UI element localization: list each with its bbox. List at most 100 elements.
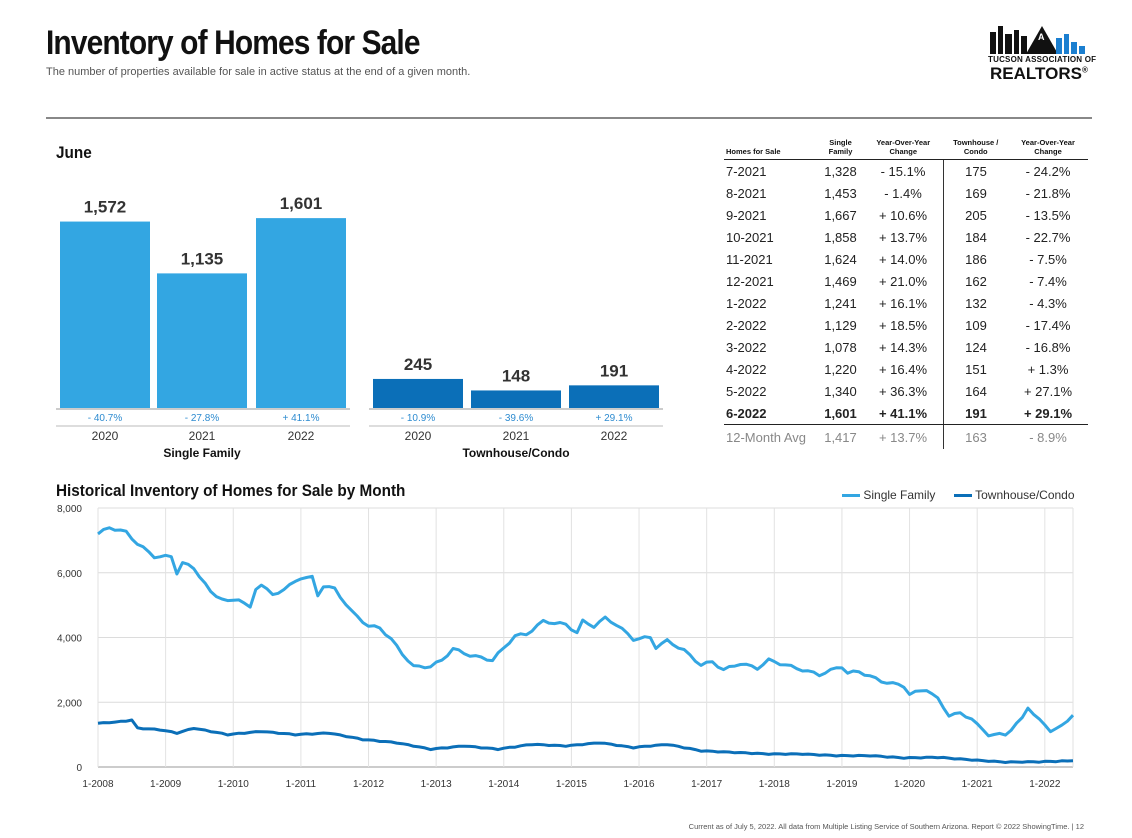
table-cell: 9-2021 bbox=[726, 207, 767, 223]
table-cell: + 16.1% bbox=[878, 295, 928, 311]
legend-swatch-townhouse bbox=[954, 494, 972, 498]
series-line-single-family bbox=[97, 526, 1075, 738]
group-label-townhouse: Townhouse/Condo bbox=[462, 446, 570, 460]
monthly-table: Homes for Sale Single Family Year-Over-Y… bbox=[724, 138, 1088, 449]
table-cell: 1,241 bbox=[824, 295, 857, 311]
realtors-logo-icon: A bbox=[990, 26, 1085, 54]
bar-value-label: 245 bbox=[404, 355, 432, 374]
bar-value-label: 148 bbox=[502, 366, 530, 385]
table-cell: 11-2021 bbox=[726, 251, 773, 267]
table-cell: 5-2022 bbox=[726, 383, 767, 399]
table-cell: + 27.1% bbox=[1023, 383, 1073, 399]
table-cell: - 24.2% bbox=[1025, 163, 1071, 179]
table-cell: 191 bbox=[943, 402, 1008, 425]
table-cell: + 36.3% bbox=[878, 383, 928, 399]
page-subtitle: The number of properties available for s… bbox=[46, 66, 471, 78]
footer-note: Current as of July 5, 2022. All data fro… bbox=[688, 822, 1084, 831]
legend-townhouse: Townhouse/Condo bbox=[954, 488, 1075, 502]
table-cell: 162 bbox=[943, 270, 1008, 292]
x-tick-label: 1-2014 bbox=[488, 779, 520, 790]
legend-swatch-single bbox=[842, 494, 860, 498]
x-tick-label: 1-2021 bbox=[962, 779, 994, 790]
x-tick-label: 1-2017 bbox=[691, 779, 723, 790]
bar-1-0 bbox=[373, 378, 463, 408]
y-tick-label: 8,000 bbox=[57, 504, 82, 515]
table-cell: 1,469 bbox=[824, 273, 857, 289]
table-cell: 151 bbox=[943, 358, 1008, 380]
table-cell: 1,129 bbox=[824, 317, 857, 333]
table-cell: 1,340 bbox=[824, 383, 857, 399]
bar-year-label: 2020 bbox=[92, 429, 119, 443]
bar-pct-label: - 40.7% bbox=[88, 413, 123, 424]
col-header-yoy-single: Year-Over-Year Change bbox=[863, 138, 944, 160]
y-tick-label: 6,000 bbox=[57, 569, 82, 580]
table-cell: - 21.8% bbox=[1025, 185, 1071, 201]
bar-pct-label: - 27.8% bbox=[185, 413, 220, 424]
table-cell: 1,078 bbox=[824, 339, 857, 355]
table-cell: 169 bbox=[943, 182, 1008, 204]
table-cell: 109 bbox=[943, 314, 1008, 336]
table-cell: 175 bbox=[943, 159, 1008, 182]
historical-title: Historical Inventory of Homes for Sale b… bbox=[56, 481, 406, 500]
bar-1-1 bbox=[471, 390, 561, 408]
table-cell: 1,667 bbox=[824, 207, 857, 223]
x-tick-label: 1-2011 bbox=[286, 779, 317, 790]
table-row: 9-2021 1,667 + 10.6% 205 - 13.5% bbox=[724, 204, 1088, 226]
y-tick-label: 0 bbox=[76, 763, 82, 774]
series-line-townhouse bbox=[97, 718, 1074, 764]
june-bar-chart: 1,572 - 40.7% 2020 1,135 - 27.8% 2021 1,601 + 4… bbox=[56, 194, 663, 443]
table-cell: + 21.0% bbox=[878, 273, 928, 289]
table-cell: + 18.5% bbox=[878, 317, 928, 333]
bar-year-label: 2022 bbox=[288, 429, 315, 443]
table-cell: 12-2021 bbox=[726, 273, 774, 289]
table-cell: + 29.1% bbox=[1008, 402, 1088, 425]
table-row: 8-2021 1,453 - 1.4% 169 - 21.8% bbox=[724, 182, 1088, 204]
table-cell: 205 bbox=[943, 204, 1008, 226]
bar-year-label: 2021 bbox=[503, 429, 530, 443]
col-header-period: Homes for Sale bbox=[724, 138, 818, 160]
bar-0-0 bbox=[60, 221, 150, 408]
svg-text:A: A bbox=[1038, 32, 1045, 42]
bar-pct-label: - 39.6% bbox=[499, 413, 534, 424]
logo-line1: TUCSON ASSOCIATION OF bbox=[988, 55, 1097, 64]
june-title: June bbox=[56, 143, 92, 162]
table-cell: 1,601 bbox=[818, 402, 863, 425]
y-tick-label: 4,000 bbox=[57, 634, 82, 645]
table-cell: 132 bbox=[943, 292, 1008, 314]
table-cell: - 8.9% bbox=[1029, 429, 1067, 445]
table-cell: + 14.0% bbox=[878, 251, 928, 267]
table-cell: 1,858 bbox=[824, 229, 857, 245]
table-cell: 164 bbox=[943, 380, 1008, 402]
legend-label-single: Single Family bbox=[863, 488, 936, 502]
table-cell: 12-Month Avg bbox=[726, 429, 806, 445]
col-header-single-family: Single Family bbox=[818, 138, 863, 160]
bar-year-label: 2021 bbox=[189, 429, 216, 443]
table-cell: 3-2022 bbox=[726, 339, 767, 355]
x-tick-label: 1-2020 bbox=[894, 779, 926, 790]
table-row: 1-2022 1,241 + 16.1% 132 - 4.3% bbox=[724, 292, 1088, 314]
table-cell: 1,328 bbox=[824, 163, 857, 179]
table-row: 4-2022 1,220 + 16.4% 151 + 1.3% bbox=[724, 358, 1088, 380]
table-cell: - 22.7% bbox=[1025, 229, 1071, 245]
table-row: 10-2021 1,858 + 13.7% 184 - 22.7% bbox=[724, 226, 1088, 248]
bar-value-label: 1,601 bbox=[280, 194, 323, 213]
table-cell: - 4.3% bbox=[1029, 295, 1067, 311]
table-cell: 4-2022 bbox=[726, 361, 767, 377]
table-cell: 124 bbox=[943, 336, 1008, 358]
bar-pct-label: + 29.1% bbox=[596, 413, 633, 424]
table-cell: 6-2022 bbox=[724, 402, 818, 425]
table-cell: 1-2022 bbox=[726, 295, 767, 311]
table-cell: 1,453 bbox=[824, 185, 857, 201]
table-cell: + 13.7% bbox=[878, 229, 928, 245]
bar-pct-label: - 10.9% bbox=[401, 413, 436, 424]
historical-line-chart: 0 2,000 4,000 6,000 8,000 1-2008 1-2009 1-2010 1… bbox=[57, 504, 1075, 790]
table-row: 7-2021 1,328 - 15.1% 175 - 24.2% bbox=[724, 159, 1088, 182]
bar-value-label: 1,135 bbox=[181, 249, 224, 268]
table-cell: + 10.6% bbox=[878, 207, 928, 223]
x-tick-label: 1-2019 bbox=[826, 779, 858, 790]
table-cell: + 41.1% bbox=[863, 402, 944, 425]
table-cell: 184 bbox=[943, 226, 1008, 248]
col-header-yoy-townhouse: Year-Over-Year Change bbox=[1008, 138, 1088, 160]
x-tick-label: 1-2022 bbox=[1029, 779, 1061, 790]
bar-value-label: 1,572 bbox=[84, 198, 127, 217]
